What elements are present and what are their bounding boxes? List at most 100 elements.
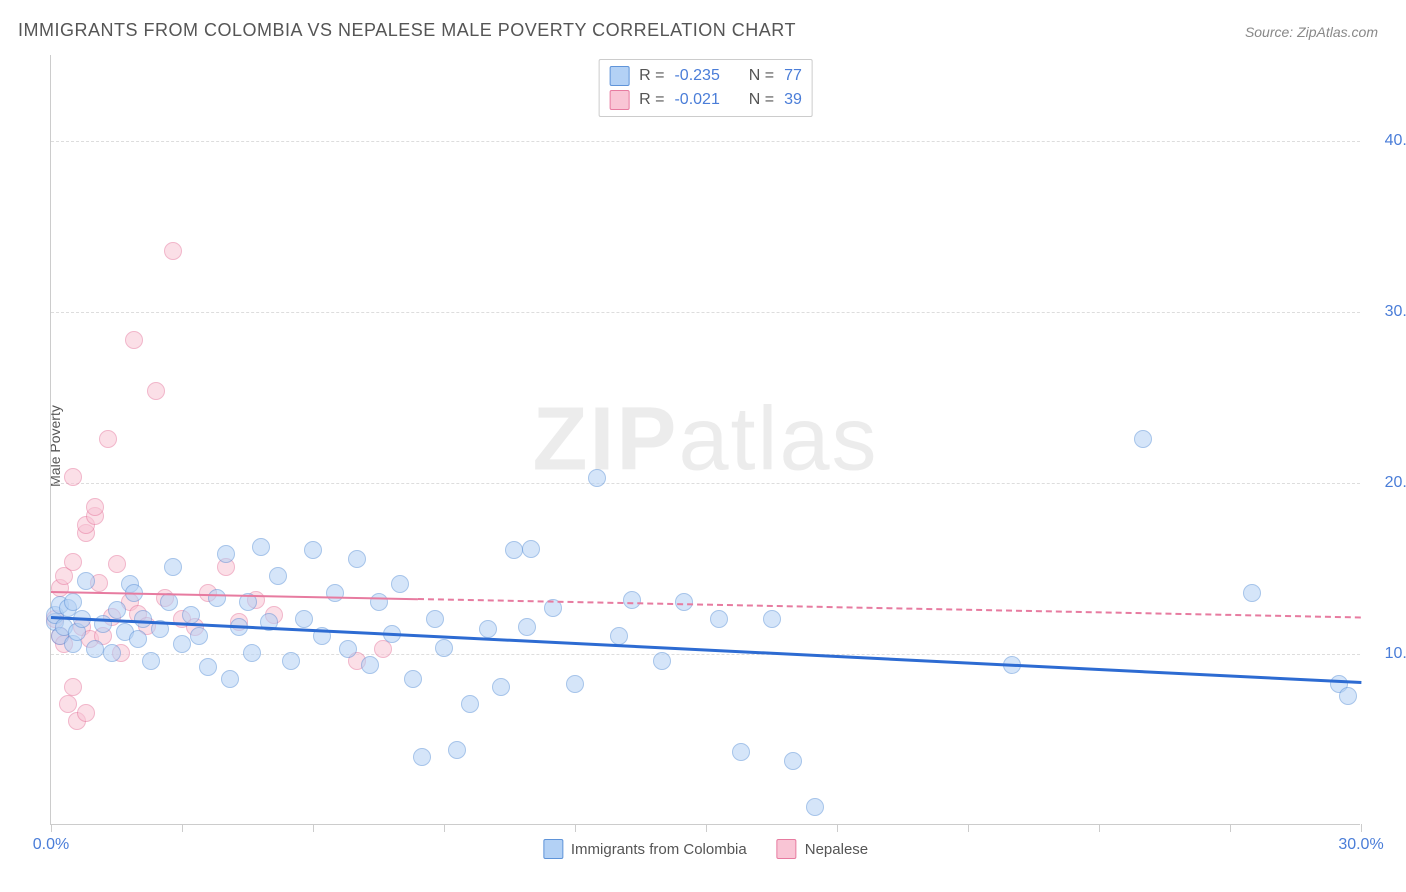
- data-point: [435, 639, 453, 657]
- data-point: [461, 695, 479, 713]
- x-tick: [444, 824, 445, 832]
- legend-series: Immigrants from Colombia Nepalese: [543, 839, 868, 859]
- gridline: [51, 483, 1360, 484]
- data-point: [492, 678, 510, 696]
- y-tick-label: 40.0%: [1370, 132, 1406, 150]
- data-point: [77, 572, 95, 590]
- data-point: [479, 620, 497, 638]
- data-point: [252, 538, 270, 556]
- data-point: [361, 656, 379, 674]
- data-point: [610, 627, 628, 645]
- x-tick: [968, 824, 969, 832]
- data-point: [164, 558, 182, 576]
- data-point: [732, 743, 750, 761]
- data-point: [653, 652, 671, 670]
- legend-row-colombia: R = -0.235 N = 77: [609, 64, 802, 88]
- x-tick-label: 30.0%: [1338, 836, 1383, 854]
- data-point: [221, 670, 239, 688]
- data-point: [125, 331, 143, 349]
- data-point: [64, 553, 82, 571]
- x-tick: [182, 824, 183, 832]
- trend-line: [51, 591, 418, 600]
- swatch-nepalese: [609, 90, 629, 110]
- legend-item-nepalese: Nepalese: [777, 839, 868, 859]
- data-point: [518, 618, 536, 636]
- data-point: [282, 652, 300, 670]
- data-point: [404, 670, 422, 688]
- legend-correlation: R = -0.235 N = 77 R = -0.021 N = 39: [598, 59, 813, 117]
- chart-title: IMMIGRANTS FROM COLOMBIA VS NEPALESE MAL…: [18, 20, 796, 41]
- data-point: [304, 541, 322, 559]
- data-point: [173, 635, 191, 653]
- data-point: [64, 468, 82, 486]
- data-point: [806, 798, 824, 816]
- x-tick: [837, 824, 838, 832]
- swatch-colombia: [609, 66, 629, 86]
- data-point: [339, 640, 357, 658]
- data-point: [86, 498, 104, 516]
- data-point: [64, 678, 82, 696]
- watermark: ZIPatlas: [532, 388, 878, 491]
- data-point: [217, 545, 235, 563]
- data-point: [448, 741, 466, 759]
- data-point: [566, 675, 584, 693]
- data-point: [147, 382, 165, 400]
- data-point: [326, 584, 344, 602]
- legend-item-colombia: Immigrants from Colombia: [543, 839, 747, 859]
- data-point: [269, 567, 287, 585]
- data-point: [348, 550, 366, 568]
- data-point: [142, 652, 160, 670]
- y-tick-label: 30.0%: [1370, 303, 1406, 321]
- y-tick-label: 20.0%: [1370, 474, 1406, 492]
- chart-container: IMMIGRANTS FROM COLOMBIA VS NEPALESE MAL…: [0, 0, 1406, 892]
- data-point: [208, 589, 226, 607]
- data-point: [1339, 687, 1357, 705]
- x-tick: [706, 824, 707, 832]
- data-point: [77, 704, 95, 722]
- data-point: [64, 593, 82, 611]
- data-point: [710, 610, 728, 628]
- x-tick-label: 0.0%: [33, 836, 69, 854]
- data-point: [675, 593, 693, 611]
- legend-row-nepalese: R = -0.021 N = 39: [609, 88, 802, 112]
- source-label: Source: ZipAtlas.com: [1245, 24, 1378, 40]
- data-point: [108, 601, 126, 619]
- data-point: [134, 610, 152, 628]
- gridline: [51, 141, 1360, 142]
- data-point: [370, 593, 388, 611]
- data-point: [190, 627, 208, 645]
- data-point: [129, 630, 147, 648]
- data-point: [763, 610, 781, 628]
- gridline: [51, 312, 1360, 313]
- data-point: [505, 541, 523, 559]
- swatch-colombia-bottom: [543, 839, 563, 859]
- data-point: [243, 644, 261, 662]
- data-point: [103, 644, 121, 662]
- data-point: [391, 575, 409, 593]
- x-tick: [1099, 824, 1100, 832]
- x-tick: [51, 824, 52, 832]
- data-point: [108, 555, 126, 573]
- data-point: [413, 748, 431, 766]
- x-tick: [313, 824, 314, 832]
- data-point: [784, 752, 802, 770]
- x-tick: [1361, 824, 1362, 832]
- data-point: [1243, 584, 1261, 602]
- data-point: [588, 469, 606, 487]
- data-point: [59, 695, 77, 713]
- y-tick-label: 10.0%: [1370, 645, 1406, 663]
- data-point: [164, 242, 182, 260]
- data-point: [426, 610, 444, 628]
- data-point: [86, 640, 104, 658]
- data-point: [99, 430, 117, 448]
- data-point: [295, 610, 313, 628]
- x-tick: [575, 824, 576, 832]
- plot-area: ZIPatlas R = -0.235 N = 77 R = -0.021 N …: [50, 55, 1360, 825]
- data-point: [522, 540, 540, 558]
- data-point: [1134, 430, 1152, 448]
- data-point: [623, 591, 641, 609]
- x-tick: [1230, 824, 1231, 832]
- data-point: [374, 640, 392, 658]
- swatch-nepalese-bottom: [777, 839, 797, 859]
- data-point: [182, 606, 200, 624]
